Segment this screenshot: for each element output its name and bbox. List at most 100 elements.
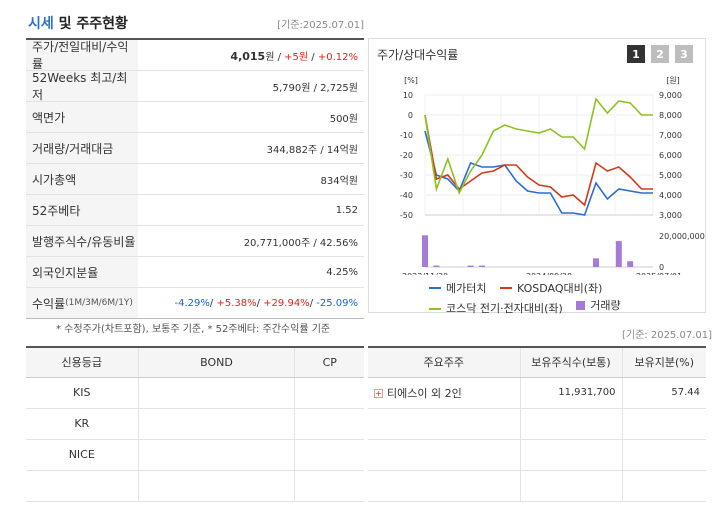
volume-bar [479,265,485,267]
table-row [368,408,706,440]
volume-tick-label: 0 [659,263,664,272]
credit-bond [137,439,295,471]
summary-label: 액면가 [26,102,138,132]
holder-pct [621,470,706,502]
holder-name-text: 티에스이 외 2인 [387,386,462,400]
return-1y: -25.09% [316,297,358,309]
return-3m: +5.38% [216,297,257,309]
left-tick-label: -50 [400,211,413,220]
price-chart: [%] [원] 10 9,000 0 8,000 -10 7,000 -20 6,000 -30 5,… [400,76,705,275]
holder-name[interactable]: + 티에스이 외 2인 [368,377,520,409]
table-row [26,470,364,502]
holder-shares [519,439,622,471]
price-rate: +0.12% [317,51,358,63]
volume-bar [593,258,599,267]
legend-item-volume: 거래량 [576,297,621,314]
table-row: KR [26,408,364,440]
summary-label: 외국인지분율 [26,257,138,287]
table-row [368,470,706,502]
holder-shares: 11,931,700 [519,377,622,409]
summary-row-price: 주가/전일대비/수익률 4,015원 / +5원 / +0.12% [26,40,364,71]
holder-pct [621,439,706,471]
holders-header: 주요주주 [368,347,520,378]
volume-bar [627,261,634,267]
volume-bar [467,265,474,267]
x-tick-label: 2024/09/30 [526,272,572,275]
holder-pct: 57.44 [621,377,706,409]
credit-bond [137,470,295,502]
legend-swatch [499,287,512,289]
series-line [424,97,653,196]
right-tick-label: 9,000 [659,91,682,100]
expand-plus-icon[interactable]: + [374,389,383,398]
right-tick-label: 3,000 [659,211,682,220]
credit-header: BOND [137,347,295,378]
page-title: 시세 및 주주현황 [28,13,128,33]
summary-value: 500원 [329,113,358,125]
summary-row-marketcap: 시가총액 834억원 [26,164,364,195]
table-row: NICE [26,439,364,471]
summary-row-shares: 발행주식수/유동비율 20,771,000주 / 42.56% [26,226,364,257]
left-tick-label: 0 [408,111,413,120]
price-change: +5원 [284,51,309,63]
holder-name [368,408,520,440]
return-1m: -4.29% [174,297,210,309]
summary-value: 20,771,000주 / 42.56% [243,237,358,249]
legend-label: 거래량 [590,298,621,312]
left-tick-label: 10 [403,91,413,100]
summary-label: 52주베타 [26,195,138,225]
holders-header: 보유주식수(보통) [519,347,622,378]
right-tick-label: 8,000 [659,111,682,120]
holder-shares [519,470,622,502]
title-part2: 및 주주현황 [53,16,128,32]
credit-cp [294,377,364,409]
left-tick-label: -40 [400,191,413,200]
volume-bar [433,265,440,267]
credit-cp [294,470,364,502]
separator: / [308,51,318,63]
summary-row-foreign: 외국인지분율 4.25% [26,257,364,288]
summary-label: 발행주식수/유동비율 [26,226,138,256]
summary-label: 시가총액 [26,164,138,194]
chart-legend: 메가터치 KOSDAQ대비(좌) 코스닥 전기·전자대비(좌) 거래량 [429,277,631,317]
credit-bond [137,377,295,409]
credit-agency: KR [26,408,138,440]
chart-tabs: 1 2 3 [627,45,693,63]
right-tick-label: 4,000 [659,191,682,200]
price-value: 4,015 [230,49,266,63]
summary-value: 834억원 [320,175,359,187]
summary-row-par: 액면가 500원 [26,102,364,133]
table-row[interactable]: + 티에스이 외 2인 11,931,700 57.44 [368,377,706,409]
summary-row-returns: 수익률 (1M/3M/6M/1Y) -4.29%/ +5.38%/ +29.94… [26,288,364,319]
chart-tab-3[interactable]: 3 [675,45,693,63]
summary-note: * 수정주가(차트포함), 보통주 기준, * 52주베타: 주간수익률 기준 [56,324,331,335]
separator: / [274,51,285,63]
summary-label: 52Weeks 최고/최저 [26,71,138,102]
chart-tab-1[interactable]: 1 [627,45,645,63]
summary-label: 거래량/거래대금 [26,133,138,163]
return-6m: +29.94% [263,297,310,309]
summary-row-volume: 거래량/거래대금 344,882주 / 14억원 [26,133,364,164]
legend-item-sector: 코스닥 전기·전자대비(좌) [429,300,563,317]
summary-table: 주가/전일대비/수익률 4,015원 / +5원 / +0.12% 52Week… [26,38,364,319]
base-date: [기준:2025.07.01] [277,20,364,31]
volume-bar [615,241,622,267]
table-row: KIS [26,377,364,409]
summary-row-beta: 52주베타 1.52 [26,195,364,226]
legend-swatch [429,287,441,289]
summary-label: 수익률 (1M/3M/6M/1Y) [26,288,138,318]
summary-value: 4,015원 / +5원 / +0.12% [138,48,364,63]
table-row [368,439,706,471]
legend-item-kosdaq: KOSDAQ대비(좌) [499,280,603,297]
price-unit: 원 [265,51,275,63]
title-part1: 시세 [28,16,54,32]
chart-tab-2[interactable]: 2 [651,45,669,63]
legend-label: 코스닥 전기·전자대비(좌) [446,302,563,315]
legend-label: KOSDAQ대비(좌) [516,281,603,295]
right-tick-label: 5,000 [659,171,682,180]
holder-name [368,470,520,502]
chart-panel: 주가/상대수익률 1 2 3 [%] [원] 10 9,000 0 8,000 -10 7,0… [368,38,706,315]
left-axis-label: [%] [404,76,418,85]
summary-value: 4.25% [326,266,358,278]
summary-value: 5,790원 / 2,725원 [272,82,358,94]
